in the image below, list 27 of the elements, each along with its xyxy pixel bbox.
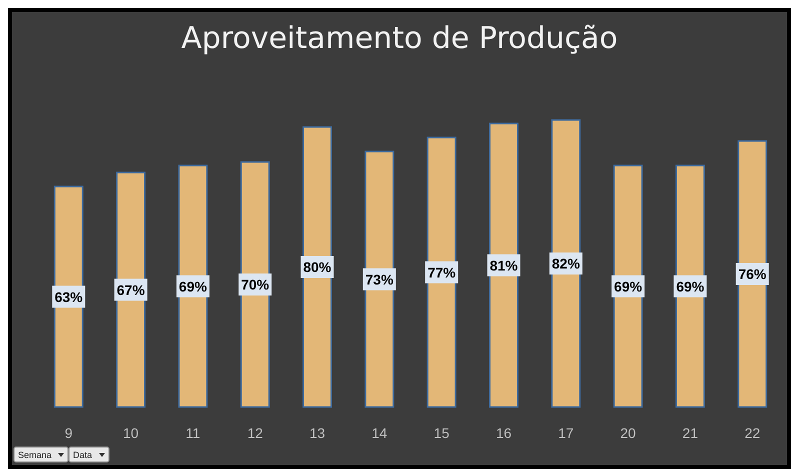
x-tick-label: 13: [309, 425, 326, 441]
chart-title: Aproveitamento de Produção: [181, 21, 618, 56]
x-tick-label: 14: [372, 425, 388, 441]
x-tick-label: 10: [123, 425, 139, 441]
data-label: 67%: [116, 282, 146, 298]
x-tick-label: 22: [744, 425, 760, 441]
x-tick-label: 11: [186, 425, 200, 441]
x-tick-label: 9: [64, 425, 73, 441]
x-tick-label: 17: [558, 425, 574, 441]
text: Semana: [18, 450, 52, 460]
data-label: 73%: [365, 271, 394, 288]
data-label: 76%: [738, 266, 767, 282]
data-label: 63%: [54, 288, 84, 305]
x-tick-label: 16: [496, 425, 512, 441]
data-label: 80%: [303, 259, 332, 275]
x-tick-label: 20: [620, 425, 636, 441]
data-label: 81%: [490, 257, 518, 274]
data-label: 70%: [241, 276, 270, 292]
data-label: 77%: [428, 264, 456, 280]
data-label: 69%: [676, 278, 705, 294]
x-tick-label: 21: [682, 425, 698, 441]
x-tick-label: 12: [247, 425, 264, 441]
text: Data: [73, 450, 92, 460]
data-label: 69%: [614, 278, 643, 294]
x-tick-label: 15: [434, 425, 450, 441]
data-label: 82%: [552, 256, 580, 272]
data-label: 69%: [178, 278, 208, 294]
